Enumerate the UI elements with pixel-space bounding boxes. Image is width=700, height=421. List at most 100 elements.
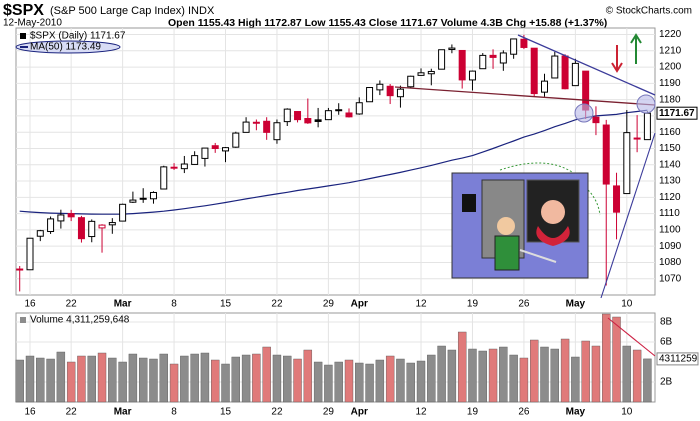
highlight-circle [574, 103, 594, 123]
y-tick-label: 1070 [659, 273, 682, 284]
volume-bar [138, 357, 148, 403]
volume-bar [581, 340, 590, 403]
volume-bar [200, 352, 210, 403]
volume-bar [56, 351, 66, 403]
volume-bar [334, 361, 343, 403]
volume-bar [97, 352, 107, 403]
y-tick-label: 1220 [659, 29, 682, 40]
volume-bar [25, 355, 35, 403]
legend-swatch [20, 33, 26, 39]
y-tick-label: 1210 [659, 45, 682, 56]
volume-bar [385, 355, 395, 403]
volume-bar [519, 357, 529, 403]
volume-bar [46, 358, 55, 403]
candle-body [407, 75, 415, 88]
last-price-tag [656, 106, 698, 120]
volume-bar [231, 356, 241, 403]
cartoon [451, 172, 589, 279]
x-tick-label: 15 [220, 407, 232, 418]
candle-body [273, 122, 281, 141]
candle-body [191, 155, 199, 165]
volume-bar [262, 346, 271, 403]
x-tick-label: 29 [323, 407, 335, 418]
volume-bar [293, 358, 302, 403]
candle-body [633, 137, 641, 140]
candle-body [530, 47, 538, 95]
candle-body [77, 217, 85, 240]
candle-body [613, 185, 621, 213]
y-tick-label: 1150 [659, 143, 681, 154]
candle-body [468, 70, 476, 81]
volume-bar [375, 359, 385, 403]
x-tick-label: 12 [415, 407, 427, 418]
candle-body [252, 121, 260, 124]
candle-body [139, 197, 147, 200]
volume-bar [427, 354, 436, 403]
trend-line [517, 34, 656, 96]
support-line [600, 132, 656, 299]
candle-body [438, 49, 446, 70]
volume-bar [478, 350, 487, 403]
legend-swatch [20, 317, 26, 323]
volume-bar [77, 355, 86, 403]
neckline [394, 86, 656, 106]
volume-bar [324, 364, 333, 403]
cane [519, 249, 557, 263]
x-tick-label: Apr [351, 407, 368, 418]
candle-body [304, 118, 312, 124]
x-tick-label: 22 [66, 299, 78, 310]
candle-body [88, 220, 96, 238]
candle-body [129, 199, 137, 203]
candle-body [602, 124, 610, 185]
volume-bar [118, 361, 127, 403]
volume-bar [365, 363, 374, 403]
candle-body [211, 145, 219, 149]
candle-body [427, 70, 435, 75]
y-tick-label: 2B [660, 377, 673, 388]
volume-bar [560, 338, 570, 403]
volume-bar [87, 355, 96, 403]
x-tick-label: 19 [467, 407, 479, 418]
candle-body [386, 85, 394, 97]
candle-body [335, 109, 343, 112]
candle-body [16, 268, 24, 271]
x-tick-label: 15 [220, 299, 232, 310]
candle-body [643, 112, 651, 141]
legend-label: $SPX (Daily) 1171.67 [30, 31, 126, 42]
x-tick-label: 19 [467, 299, 479, 310]
y-tick-label: 1100 [659, 225, 681, 236]
volume-bar [36, 357, 45, 403]
volume-bar [344, 359, 354, 403]
candle-body [623, 132, 631, 195]
date: 12-May-2010 [3, 18, 62, 29]
volume-bar [406, 362, 415, 403]
candle-body [448, 47, 456, 50]
volume-bar [241, 354, 251, 403]
y-tick-label: 1190 [659, 78, 681, 89]
candle-body [160, 166, 168, 190]
x-tick-label: 26 [518, 299, 530, 310]
volume-bar [190, 353, 199, 403]
x-tick-label: 10 [621, 299, 633, 310]
y-tick-label: 1110 [659, 208, 680, 219]
candle-body [314, 119, 322, 122]
x-tick-label: May [566, 407, 586, 418]
chart-subtitle: (S&P 500 Large Cap Index) INDX [50, 5, 215, 17]
candle-body [571, 62, 579, 87]
volume-trend [607, 317, 656, 357]
volume-bar [509, 354, 518, 403]
volume-bar [622, 345, 632, 403]
candle-body [222, 147, 230, 152]
candle-body [57, 214, 65, 222]
volume-label: Volume 4,311,259,648 [30, 315, 130, 326]
y-tick-label: 1120 [659, 192, 681, 203]
last-volume-label: 4311259 [659, 354, 698, 365]
price-panel [15, 27, 656, 296]
candle-body [242, 121, 250, 133]
top-hat [462, 194, 476, 212]
highlight-circle [636, 94, 656, 114]
x-tick-label: 8 [171, 299, 177, 310]
volume-bar [149, 358, 158, 403]
candle-body [324, 110, 332, 121]
candle-body [26, 237, 34, 271]
